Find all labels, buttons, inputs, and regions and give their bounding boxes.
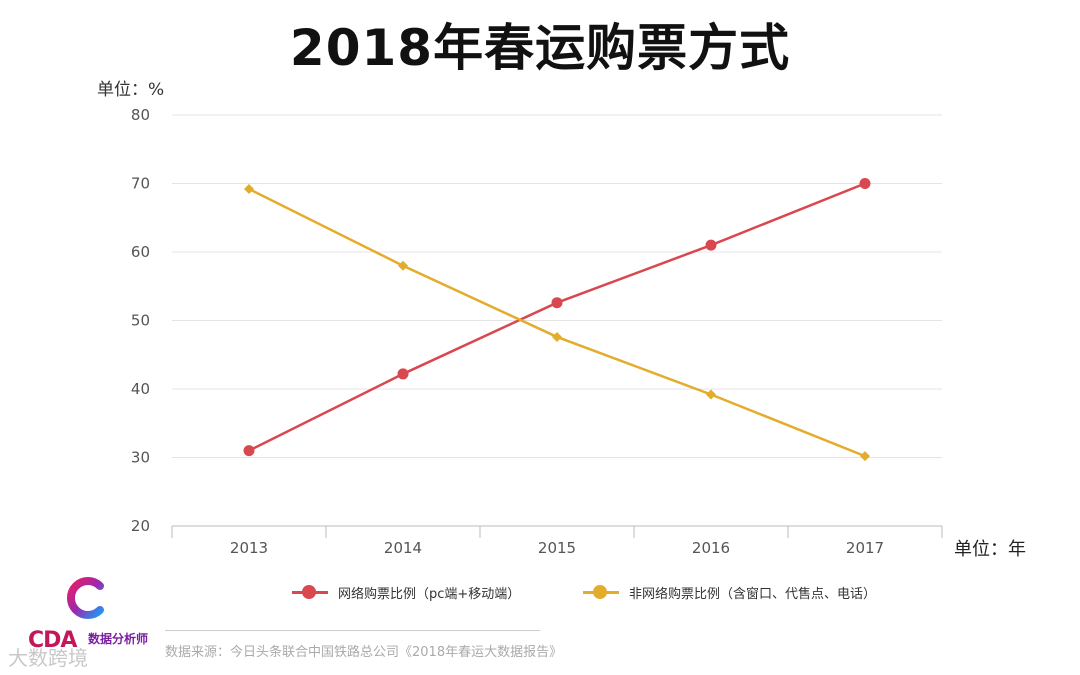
data-point-0-2 [551, 297, 563, 309]
data-point-0-4 [859, 178, 871, 189]
data-point-1-4 [860, 451, 870, 462]
legend-label-online: 网络购票比例（pc端+移动端） [338, 586, 521, 602]
data-point-1-1 [398, 260, 408, 271]
series-line-1 [248, 187, 866, 458]
legend-label-offline: 非网络购票比例（含窗口、代售点、电话） [629, 586, 877, 602]
source-divider [165, 630, 540, 631]
x-tick-label: 2016 [692, 539, 730, 557]
data-source: 数据来源：今日头条联合中国铁路总公司《2018年春运大数据报告》 [165, 645, 563, 660]
x-tick-label: 2014 [384, 539, 422, 557]
data-point-0-3 [705, 239, 717, 251]
data-point-1-0 [244, 183, 254, 194]
x-axis-unit-label: 单位：年 [954, 539, 1026, 560]
x-tick-label: 2015 [538, 539, 576, 557]
legend-item-offline: 非网络购票比例（含窗口、代售点、电话） [583, 582, 876, 602]
y-tick-label: 80 [131, 106, 150, 124]
x-tick-label: 2013 [230, 539, 268, 557]
y-tick-label: 60 [131, 243, 150, 261]
logo-subtitle: 数据分析师 [88, 632, 149, 646]
cda-logo: CDA 数据分析师 [10, 572, 160, 672]
legend-swatch-online [292, 582, 328, 602]
y-axis-unit-label: 单位：% [97, 80, 165, 100]
logo-c-icon [66, 577, 104, 619]
y-tick-label: 30 [131, 449, 150, 467]
watermark: 大数跨境 [8, 646, 88, 670]
data-point-0-1 [397, 368, 409, 380]
logo-text: CDA [28, 628, 77, 653]
data-point-1-3 [706, 389, 716, 400]
data-point-1-2 [552, 331, 562, 342]
x-tick-label: 2017 [846, 539, 884, 557]
data-point-0-0 [243, 445, 255, 457]
y-tick-label: 20 [131, 517, 150, 535]
legend-item-online: 网络购票比例（pc端+移动端） [292, 582, 520, 602]
legend-swatch-offline [583, 582, 619, 602]
y-tick-label: 40 [131, 380, 150, 398]
y-tick-label: 70 [131, 175, 150, 193]
y-tick-label: 50 [131, 312, 150, 330]
chart-title: 2018年春运购票方式 [289, 19, 791, 77]
series-line-0 [248, 182, 866, 452]
